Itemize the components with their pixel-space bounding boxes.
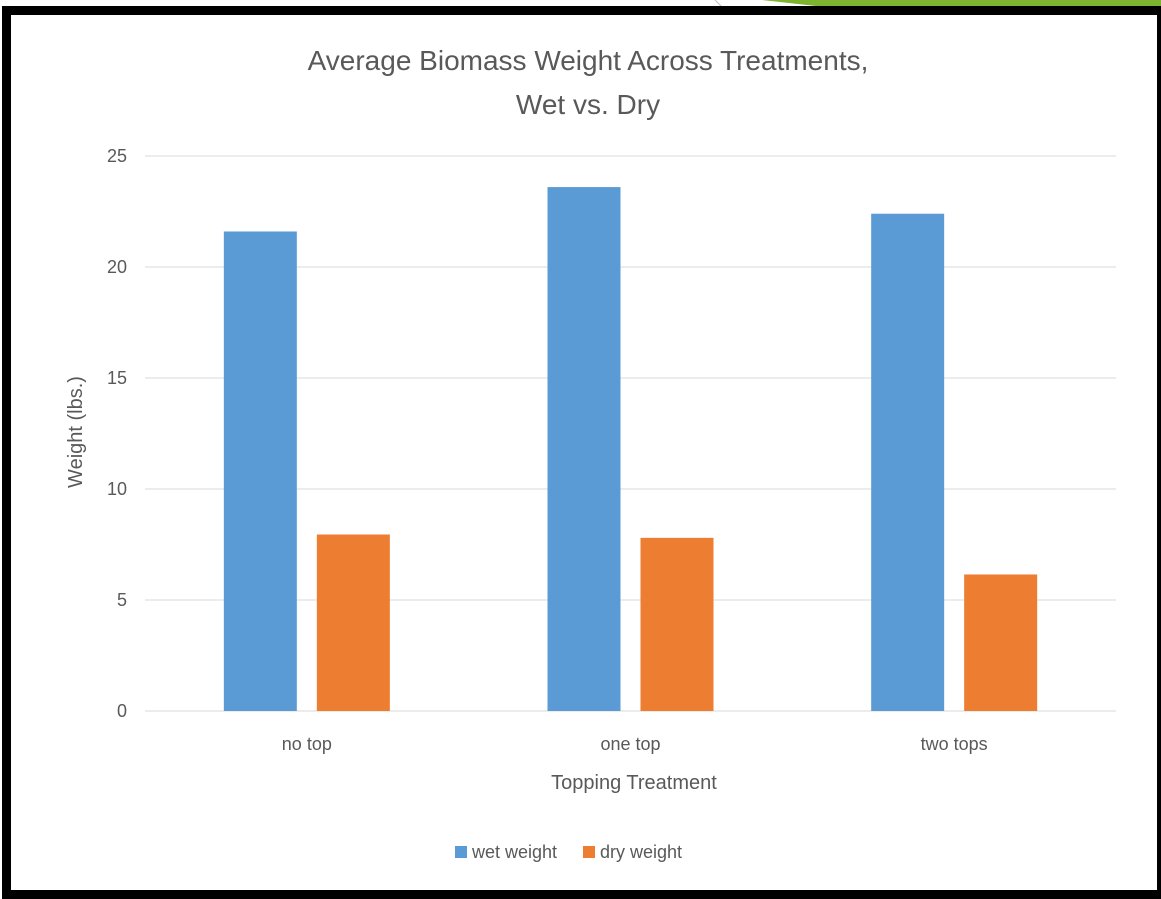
x-category-label: one top — [600, 734, 660, 754]
legend-swatch-dry-weight — [583, 846, 595, 858]
y-tick-label: 0 — [117, 701, 127, 721]
y-tick-label: 15 — [107, 368, 127, 388]
y-axis-title: Weight (lbs.) — [65, 376, 87, 488]
bar-wet-weight-one-top — [547, 187, 621, 711]
gridlines — [145, 155, 1116, 712]
chart-frame: 0 5 10 15 20 25 no top one top two tops Average… — [2, 6, 1161, 899]
legend: wet weight dry weight — [455, 842, 682, 862]
x-category-label: two tops — [921, 734, 988, 754]
bar-wet-weight-no-top — [223, 231, 297, 712]
x-category-label: no top — [282, 734, 332, 754]
bar-wet-weight-two-tops — [871, 213, 945, 711]
y-tick-label: 5 — [117, 590, 127, 610]
legend-label-dry-weight: dry weight — [600, 842, 682, 862]
y-tick-label: 25 — [107, 146, 127, 166]
x-axis-categories: no top one top two tops — [282, 734, 988, 754]
y-tick-label: 10 — [107, 479, 127, 499]
x-axis-title: Topping Treatment — [551, 772, 717, 794]
bars — [223, 187, 1038, 712]
legend-swatch-wet-weight — [455, 846, 467, 858]
bar-dry-weight-no-top — [316, 534, 390, 711]
chart-title-line-2: Wet vs. Dry — [516, 89, 660, 120]
bar-dry-weight-one-top — [640, 537, 714, 711]
y-tick-label: 20 — [107, 257, 127, 277]
legend-label-wet-weight: wet weight — [471, 842, 557, 862]
y-axis-ticks: 0 5 10 15 20 25 — [107, 146, 127, 721]
bar-dry-weight-two-tops — [964, 574, 1038, 711]
chart-title-line-1: Average Biomass Weight Across Treatments… — [308, 45, 869, 76]
